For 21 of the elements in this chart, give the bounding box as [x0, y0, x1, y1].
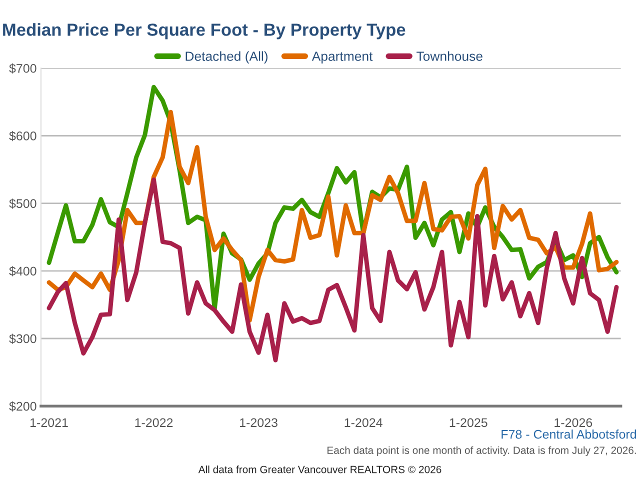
legend-label: Townhouse	[416, 51, 482, 61]
y-tick-label: $600	[9, 131, 36, 142]
y-tick-label: $300	[9, 334, 36, 344]
text: F78 - Central Abbotsford	[502, 430, 636, 439]
y-tick-label: $500	[9, 198, 36, 209]
legend-label: Detached (All)	[186, 51, 268, 64]
line-series	[46, 110, 619, 322]
x-tick-label: 1-2024	[344, 418, 382, 428]
text: Each data point is one month of activity. Data is from July 27, 2026.	[328, 446, 636, 456]
chart-title: Median Price Per Square Foot - By Property Type	[3, 23, 406, 40]
x-tick-label: 1-2026	[554, 418, 592, 428]
x-tick-label: 1-2022	[135, 418, 173, 428]
x-tick-label: 1-2021	[30, 418, 68, 428]
y-tick-label: $700	[9, 63, 36, 74]
x-tick-label: 1-2023	[240, 418, 278, 428]
text: All data from Greater Vancouver REALTORS © 2026	[198, 466, 442, 474]
line-series	[46, 177, 619, 362]
x-tick-label: 1-2025	[450, 418, 488, 428]
legend-label: Apartment	[312, 52, 373, 64]
y-tick-label: $200	[9, 401, 36, 412]
y-tick-label: $400	[9, 266, 36, 276]
